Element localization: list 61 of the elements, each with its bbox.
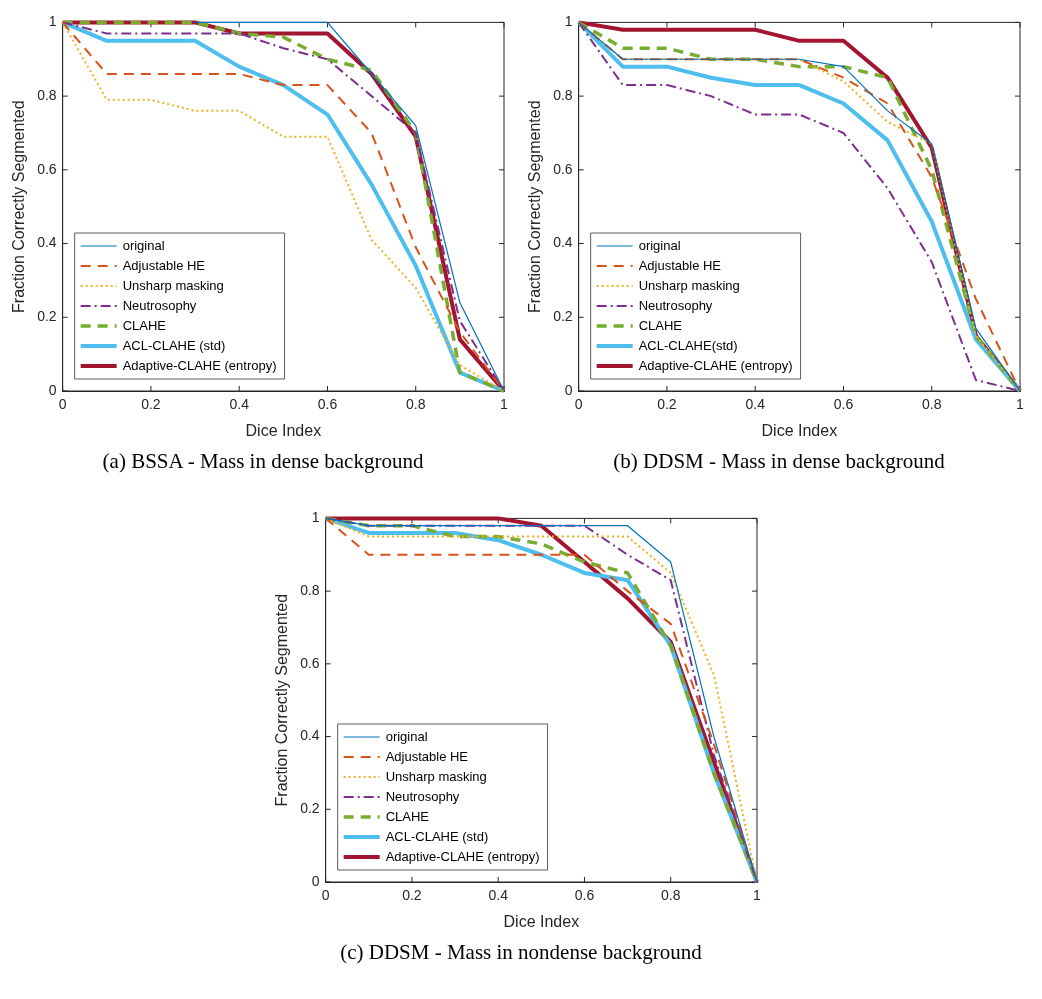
y-tick-label: 0.4 [37,234,57,251]
legend-label: ACL-CLAHE(std) [638,337,738,353]
y-tick-label: 1 [564,13,573,30]
legend-label: ACL-CLAHE (std) [122,337,226,353]
y-tick-label: 0.6 [300,654,320,671]
legend-label: Adaptive-CLAHE (entropy) [385,848,540,864]
x-tick-label: 0.2 [402,887,422,904]
x-tick-label: 1 [753,887,762,904]
text: (b) DDSM - Mass in dense background [613,449,945,474]
x-tick-label: 0.2 [141,396,161,413]
y-tick-label: 0.6 [37,160,57,177]
legend-label: original [385,728,428,744]
x-tick-label: 0.4 [488,887,509,904]
x-axis-title: Dice Index [761,421,838,439]
y-tick-label: 0.2 [300,800,320,817]
legend-label: Unsharp masking [638,277,740,293]
y-tick-label: 0.8 [553,86,573,103]
legend-label: Adaptive-CLAHE (entropy) [122,357,277,373]
y-tick-label: 0 [564,381,573,398]
legend-label: original [122,237,165,253]
y-tick-label: 0.8 [300,581,320,598]
legend-label: Neutrosophy [122,297,197,313]
y-tick-label: 0 [48,381,57,398]
legend-label: Unsharp masking [385,768,487,784]
text: (c) DDSM - Mass in nondense background [340,940,702,965]
legend-label: Adjustable HE [638,257,722,273]
legend-label: original [638,237,681,253]
text: (a) BSSA - Mass in dense background [102,449,424,474]
y-tick-label: 0 [311,872,320,889]
y-tick-label: 0.4 [300,727,320,744]
x-tick-label: 0.8 [922,396,942,413]
legend-label: CLAHE [385,808,430,824]
y-tick-label: 0.2 [37,308,57,325]
legend-label: Adjustable HE [385,748,469,764]
legend-label: Neutrosophy [385,788,460,804]
x-tick-label: 1 [500,396,509,413]
y-tick-label: 0.2 [553,308,573,325]
x-axis-title: Dice Index [503,912,580,930]
x-tick-label: 0.4 [229,396,250,413]
y-axis-title: Fraction Correctly Segmented [526,100,544,313]
x-tick-label: 1 [1016,396,1025,413]
legend-label: Neutrosophy [638,297,713,313]
legend-label: Unsharp masking [122,277,224,293]
legend-label: CLAHE [122,317,167,333]
y-tick-label: 0.8 [37,86,57,103]
y-tick-label: 1 [48,13,57,30]
y-tick-label: 0.6 [553,160,573,177]
x-tick-label: 0.2 [657,396,677,413]
legend-label: ACL-CLAHE (std) [385,828,489,844]
x-tick-label: 0.8 [661,887,681,904]
x-axis-title: Dice Index [245,421,322,439]
x-tick-label: 0.8 [406,396,426,413]
legend-label: Adjustable HE [122,257,206,273]
y-tick-label: 1 [311,509,320,526]
x-tick-label: 0.6 [833,396,854,413]
legend-label: CLAHE [638,317,683,333]
y-axis-title: Fraction Correctly Segmented [273,593,291,807]
y-tick-label: 0.4 [553,234,573,251]
y-axis-title: Fraction Correctly Segmented [10,100,28,313]
x-tick-label: 0.4 [745,396,766,413]
legend-label: Adaptive-CLAHE (entropy) [638,357,793,373]
